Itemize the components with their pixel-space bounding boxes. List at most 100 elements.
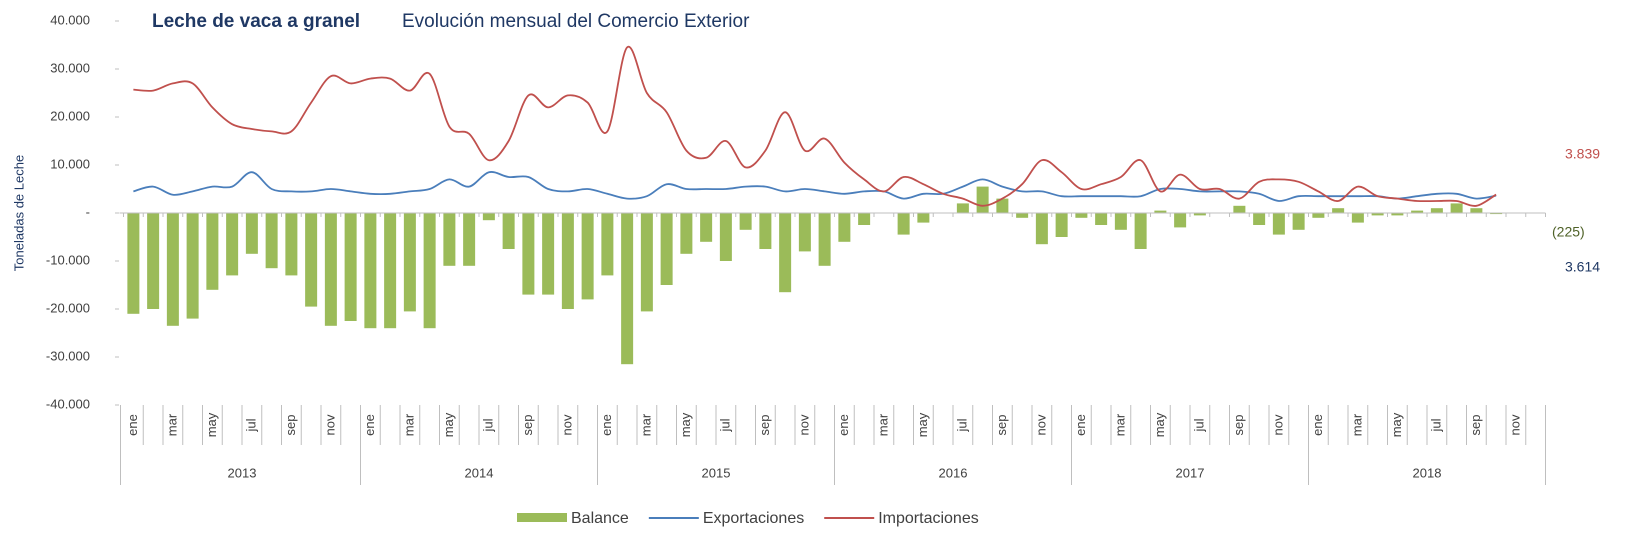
x-tick-label: may bbox=[915, 412, 930, 437]
end-label: (225) bbox=[1552, 224, 1585, 240]
x-tick-label: jul bbox=[717, 418, 732, 432]
end-label: 3.839 bbox=[1565, 146, 1600, 162]
legend-label: Exportaciones bbox=[703, 510, 804, 527]
x-tick-label: sep bbox=[1468, 415, 1483, 436]
bar bbox=[1312, 213, 1325, 218]
x-tick-label: ene bbox=[362, 414, 377, 436]
bar bbox=[463, 213, 476, 266]
bar bbox=[206, 213, 219, 290]
x-tick-label: mar bbox=[1112, 413, 1127, 436]
x-tick-label: mar bbox=[875, 413, 890, 436]
y-tick-label: - bbox=[86, 204, 90, 219]
bar bbox=[384, 213, 397, 329]
bar bbox=[245, 213, 258, 254]
bar bbox=[1351, 213, 1364, 223]
x-tick-label: nov bbox=[1507, 414, 1522, 435]
year-label: 2016 bbox=[939, 465, 968, 480]
bar bbox=[542, 213, 555, 295]
legend-label: Balance bbox=[571, 510, 629, 527]
bar bbox=[1490, 213, 1503, 215]
x-tick-label: may bbox=[441, 412, 456, 437]
year-label: 2013 bbox=[228, 465, 257, 480]
x-tick-label: ene bbox=[125, 414, 140, 436]
bar bbox=[700, 213, 713, 242]
bar bbox=[1371, 213, 1384, 216]
y-tick-label: -40.000 bbox=[46, 396, 90, 411]
y-tick-label: -20.000 bbox=[46, 300, 90, 315]
y-tick-label: -30.000 bbox=[46, 348, 90, 363]
x-tick-label: nov bbox=[1033, 414, 1048, 435]
bar bbox=[324, 213, 337, 326]
bar bbox=[1253, 213, 1266, 225]
bar bbox=[423, 213, 436, 329]
bar bbox=[1430, 208, 1443, 213]
x-tick-label: jul bbox=[480, 418, 495, 432]
bar bbox=[759, 213, 772, 249]
bar bbox=[1075, 213, 1088, 218]
bar bbox=[1332, 208, 1345, 213]
x-tick-label: mar bbox=[401, 413, 416, 436]
bar bbox=[285, 213, 298, 276]
y-tick-label: -10.000 bbox=[46, 252, 90, 267]
x-tick-label: mar bbox=[164, 413, 179, 436]
bar bbox=[482, 213, 495, 221]
x-tick-label: may bbox=[1152, 412, 1167, 437]
bar bbox=[680, 213, 693, 254]
y-tick-label: 10.000 bbox=[50, 156, 90, 171]
bar bbox=[581, 213, 594, 300]
bar bbox=[838, 213, 851, 242]
year-label: 2015 bbox=[702, 465, 731, 480]
chart-title: Leche de vaca a granel bbox=[152, 11, 360, 32]
bar bbox=[1114, 213, 1127, 230]
bar bbox=[1174, 213, 1187, 228]
x-tick-label: jul bbox=[954, 418, 969, 432]
end-label: 3.614 bbox=[1565, 259, 1600, 275]
bar bbox=[1391, 213, 1404, 216]
x-tick-label: nov bbox=[559, 414, 574, 435]
bar bbox=[996, 198, 1009, 213]
year-label: 2018 bbox=[1413, 465, 1442, 480]
bar bbox=[1154, 210, 1167, 213]
bar bbox=[344, 213, 357, 321]
x-tick-label: jul bbox=[243, 418, 258, 432]
bar bbox=[798, 213, 811, 252]
bar bbox=[739, 213, 752, 230]
legend-swatch bbox=[517, 513, 567, 522]
x-tick-label: ene bbox=[1073, 414, 1088, 436]
bar bbox=[976, 186, 989, 213]
x-tick-label: nov bbox=[322, 414, 337, 435]
bar bbox=[1272, 213, 1285, 235]
bar bbox=[1233, 205, 1246, 213]
bar bbox=[1035, 213, 1048, 245]
bar bbox=[1134, 213, 1147, 249]
y-tick-label: 30.000 bbox=[50, 60, 90, 75]
line bbox=[133, 46, 1497, 207]
bar bbox=[1292, 213, 1305, 230]
bar bbox=[265, 213, 278, 269]
bar bbox=[1450, 203, 1463, 213]
bar bbox=[640, 213, 653, 312]
bar bbox=[1470, 208, 1483, 213]
year-label: 2017 bbox=[1176, 465, 1205, 480]
y-tick-label: 40.000 bbox=[50, 12, 90, 27]
x-tick-label: jul bbox=[1191, 418, 1206, 432]
bar bbox=[956, 203, 969, 213]
bar bbox=[443, 213, 456, 266]
bar bbox=[186, 213, 199, 319]
x-tick-label: sep bbox=[520, 415, 535, 436]
bar bbox=[897, 213, 910, 235]
x-tick-label: nov bbox=[796, 414, 811, 435]
bar bbox=[522, 213, 535, 295]
legend-label: Importaciones bbox=[878, 510, 979, 527]
x-tick-label: mar bbox=[1349, 413, 1364, 436]
bar bbox=[502, 213, 515, 249]
x-tick-label: ene bbox=[836, 414, 851, 436]
x-tick-label: sep bbox=[1231, 415, 1246, 436]
bar bbox=[305, 213, 318, 307]
x-tick-label: may bbox=[678, 412, 693, 437]
bar bbox=[364, 213, 377, 329]
bar bbox=[601, 213, 614, 276]
bar bbox=[818, 213, 831, 266]
bar bbox=[1095, 213, 1108, 225]
